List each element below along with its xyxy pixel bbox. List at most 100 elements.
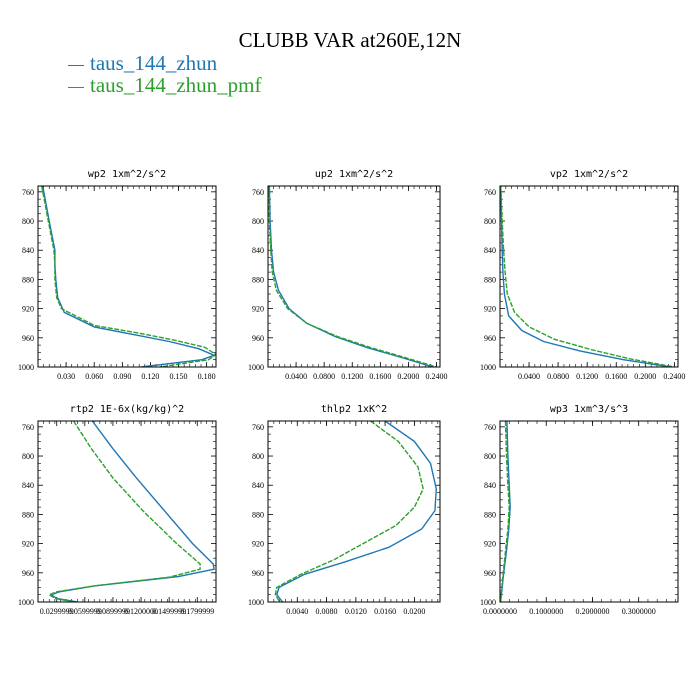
x-tick-label: 0.1200000: [124, 607, 158, 616]
panel-title: vp2 1xm^2/s^2: [550, 169, 628, 180]
panel-5: wp3 1xm^3/s^3 760 800 840 880 920 960 10000.000…: [480, 404, 679, 616]
panel-frame: [499, 420, 679, 603]
panel-title: rtp2 1E-6x(kg/kg)^2: [70, 404, 184, 415]
x-tick-label: 0.0800: [547, 372, 569, 381]
x-tick-label: 0.0120: [345, 607, 367, 616]
series-line-0: [500, 421, 511, 602]
series-line-1: [274, 421, 424, 602]
series-line-0: [276, 421, 438, 602]
y-tick-label: 920: [22, 540, 34, 549]
x-tick-label: 0.0400: [285, 372, 307, 381]
panel-title: wp3 1xm^3/s^3: [550, 404, 628, 415]
panel-frame: [267, 420, 441, 603]
panel-3: rtp2 1E-6x(kg/kg)^2 760 800 840 880 920 960 100…: [18, 404, 217, 616]
y-tick-label: 760: [484, 423, 496, 432]
y-tick-label: 880: [484, 510, 496, 519]
legend-line-icon: [68, 86, 84, 88]
panel-title: thlp2 1xK^2: [321, 404, 387, 415]
y-tick-label: 880: [22, 510, 34, 519]
x-tick-label: 0.1499999: [152, 607, 186, 616]
series-line-1: [500, 186, 675, 367]
x-tick-label: 0.0599999: [68, 607, 102, 616]
y-tick-label: 880: [252, 510, 264, 519]
x-tick-label: 0.1799999: [180, 607, 214, 616]
y-tick-label: 760: [252, 188, 264, 197]
x-tick-label: 0.0000000: [483, 607, 517, 616]
series-line-1: [268, 186, 437, 367]
panel-0: wp2 1xm^2/s^2 760 800 840 880 920 960 1000 0.030…: [18, 169, 217, 381]
panel-1: up2 1xm^2/s^2 760 800 840 880 920 960 1000 0.040…: [248, 169, 447, 381]
legend-item-zhun-pmf: taus_144_zhun_pmf: [68, 73, 261, 97]
y-tick-label: 1000: [248, 598, 264, 607]
x-tick-label: 0.0800: [313, 372, 335, 381]
series-line-0: [268, 186, 434, 367]
x-tick-label: 0.030: [57, 372, 75, 381]
y-tick-label: 840: [252, 481, 264, 490]
x-tick-label: 0.2000: [634, 372, 656, 381]
x-tick-label: 0.0040: [286, 607, 308, 616]
y-tick-label: 800: [22, 452, 34, 461]
panel-4: thlp2 1xK^2 760 800 840 880 920 960 1000 0.0040 0…: [248, 404, 441, 616]
x-tick-label: 0.0080: [316, 607, 338, 616]
x-tick-label: 0.0160: [374, 607, 396, 616]
y-tick-label: 880: [252, 275, 264, 284]
y-tick-label: 760: [484, 188, 496, 197]
x-tick-label: 0.1000000: [529, 607, 563, 616]
y-tick-label: 1000: [248, 363, 264, 372]
panel-frame: [37, 185, 217, 368]
y-tick-label: 880: [22, 275, 34, 284]
x-tick-label: 0.060: [85, 372, 103, 381]
legend-item-zhun: taus_144_zhun: [68, 51, 217, 75]
x-tick-label: 0.180: [198, 372, 216, 381]
y-tick-label: 960: [484, 569, 496, 578]
series-line-0: [42, 186, 216, 367]
y-tick-label: 1000: [480, 598, 496, 607]
y-tick-label: 800: [22, 217, 34, 226]
y-tick-label: 800: [484, 452, 496, 461]
y-tick-label: 1000: [18, 363, 34, 372]
panel-frame: [37, 420, 217, 603]
y-tick-label: 800: [252, 217, 264, 226]
legend-line-icon: [68, 64, 84, 66]
legend-label: taus_144_zhun: [90, 51, 218, 75]
y-tick-label: 960: [252, 569, 264, 578]
panel-title: wp2 1xm^2/s^2: [88, 169, 166, 180]
x-tick-label: 0.2400: [663, 372, 685, 381]
y-tick-label: 960: [484, 334, 496, 343]
x-tick-label: 0.2000000: [575, 607, 609, 616]
y-tick-label: 1000: [18, 598, 34, 607]
y-tick-label: 840: [22, 246, 34, 255]
x-tick-label: 0.0299999: [40, 607, 74, 616]
y-tick-label: 800: [252, 452, 264, 461]
x-tick-label: 0.120: [141, 372, 159, 381]
y-tick-label: 760: [252, 423, 264, 432]
x-tick-label: 0.1600: [605, 372, 627, 381]
panel-2: vp2 1xm^2/s^2 760 800 840 880 920 960 1000 0.040…: [480, 169, 685, 381]
y-tick-label: 920: [252, 305, 264, 314]
y-tick-label: 920: [22, 305, 34, 314]
y-tick-label: 920: [484, 540, 496, 549]
x-tick-label: 0.090: [113, 372, 131, 381]
y-tick-label: 960: [22, 569, 34, 578]
figure-title: CLUBB VAR at260E,12N: [238, 28, 462, 52]
y-tick-label: 880: [484, 275, 496, 284]
series-line-1: [41, 186, 216, 367]
x-tick-label: 0.0200: [403, 607, 425, 616]
series-line-1: [47, 421, 201, 602]
x-tick-label: 0.0400: [518, 372, 540, 381]
x-tick-label: 0.2400: [425, 372, 447, 381]
y-tick-label: 960: [22, 334, 34, 343]
x-tick-label: 0.2000: [397, 372, 419, 381]
x-tick-label: 0.150: [170, 372, 188, 381]
x-tick-label: 0.1600: [369, 372, 391, 381]
legend-label: taus_144_zhun_pmf: [90, 73, 262, 97]
y-tick-label: 840: [484, 481, 496, 490]
y-tick-label: 800: [484, 217, 496, 226]
y-tick-label: 760: [22, 423, 34, 432]
panel-frame: [267, 185, 441, 368]
y-tick-label: 1000: [480, 363, 496, 372]
y-tick-label: 760: [22, 188, 34, 197]
panel-frame: [499, 185, 679, 368]
x-tick-label: 0.0899999: [96, 607, 130, 616]
